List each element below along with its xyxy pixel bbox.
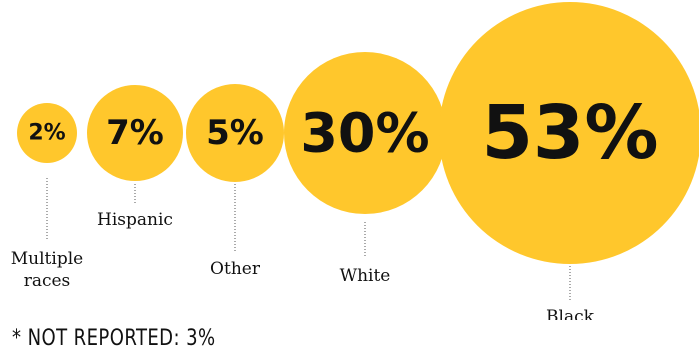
bubble-multiple-races xyxy=(17,103,77,163)
category-label-white: White xyxy=(340,266,391,286)
bubble-other xyxy=(186,84,284,182)
category-label-black: Black xyxy=(546,307,595,320)
category-label-multiple-races: Multiple races xyxy=(11,249,83,291)
bubble-chart: 2% Multiple races 7% Hispanic 5% Other 30% White… xyxy=(11,2,699,320)
value-label-black: 53% xyxy=(481,90,658,176)
bubble-white xyxy=(284,52,446,214)
bubble-hispanic xyxy=(87,85,183,181)
category-label-hispanic: Hispanic xyxy=(97,210,173,230)
value-label-hispanic: 7% xyxy=(106,113,164,153)
footnote-not-reported: * NOT REPORTED: 3% xyxy=(12,326,216,351)
bubble-black xyxy=(439,2,699,264)
category-label-other: Other xyxy=(210,259,261,279)
value-label-multiple-races: 2% xyxy=(28,121,65,146)
value-label-white: 30% xyxy=(300,102,429,165)
value-label-other: 5% xyxy=(206,113,264,153)
